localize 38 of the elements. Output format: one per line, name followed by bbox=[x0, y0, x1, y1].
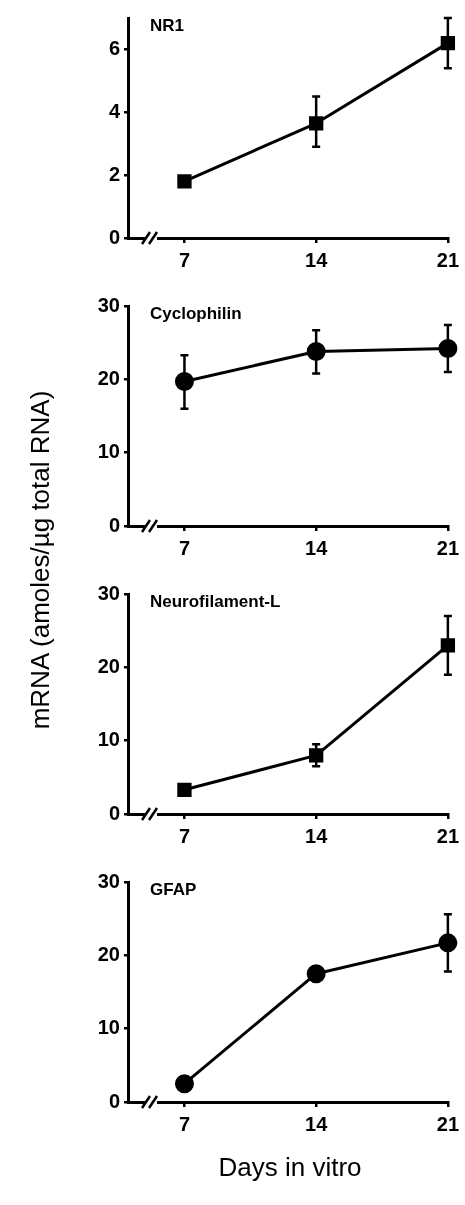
chart-title: Neurofilament-L bbox=[150, 592, 281, 612]
y-tick-label: 20 bbox=[97, 366, 120, 389]
y-tick-label: 0 bbox=[108, 801, 120, 824]
point bbox=[177, 782, 192, 797]
x-tick-label: 21 bbox=[436, 536, 459, 559]
point bbox=[174, 1074, 194, 1094]
y-tick-label: 30 bbox=[97, 581, 120, 604]
chart-title: GFAP bbox=[150, 880, 197, 900]
y-tick-label: 6 bbox=[108, 36, 120, 59]
y-tick-label: 10 bbox=[97, 1016, 120, 1039]
x-tick-label: 21 bbox=[436, 1112, 459, 1135]
y-tick-label: 20 bbox=[97, 942, 120, 965]
point bbox=[306, 964, 326, 984]
y-tick-label: 2 bbox=[108, 162, 120, 185]
point bbox=[177, 174, 192, 189]
chart-title: Cyclophilin bbox=[150, 304, 242, 324]
x-tick-label: 7 bbox=[178, 1112, 191, 1135]
x-axis-title: Days in vitro bbox=[218, 1152, 362, 1183]
x-tick-label: 7 bbox=[178, 536, 191, 559]
y-tick-label: 30 bbox=[97, 293, 120, 316]
y-tick-label: 4 bbox=[108, 99, 121, 122]
x-tick-label: 14 bbox=[305, 536, 329, 559]
x-tick-label: 21 bbox=[436, 248, 459, 271]
x-tick-label: 21 bbox=[436, 824, 459, 847]
x-tick-label: 7 bbox=[178, 824, 191, 847]
y-tick-label: 0 bbox=[108, 513, 120, 536]
x-tick-label: 14 bbox=[305, 248, 329, 271]
x-tick-label: 7 bbox=[178, 248, 191, 271]
y-tick-label: 10 bbox=[97, 728, 120, 751]
y-tick-label: 30 bbox=[97, 869, 120, 892]
x-tick-label: 14 bbox=[305, 824, 329, 847]
chart-title: NR1 bbox=[150, 16, 185, 36]
y-tick-label: 10 bbox=[97, 440, 120, 463]
y-tick-label: 20 bbox=[97, 654, 120, 677]
y-tick-label: 0 bbox=[108, 1089, 120, 1112]
y-axis-title: mRNA (amoles/µg total RNA) bbox=[24, 390, 56, 730]
x-tick-label: 14 bbox=[305, 1112, 329, 1135]
y-tick-label: 0 bbox=[108, 225, 120, 248]
